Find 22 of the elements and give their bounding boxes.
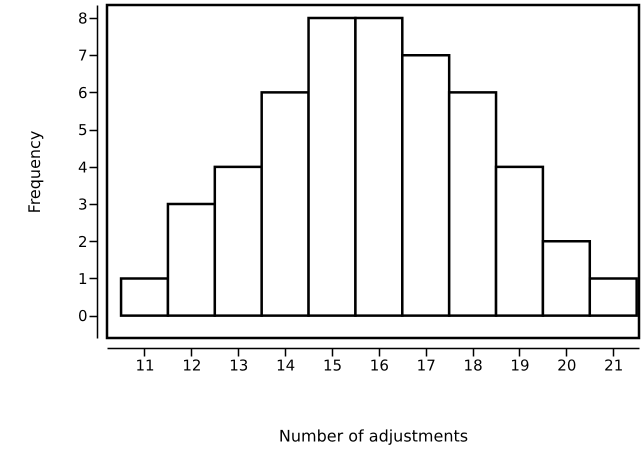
x-axis-title: Number of adjustments xyxy=(278,426,468,446)
x-tick-label: 19 xyxy=(510,356,530,374)
y-tick-label: 7 xyxy=(78,46,88,65)
x-tick-label: 11 xyxy=(135,356,155,374)
x-tick-label: 20 xyxy=(557,356,576,374)
x-tick-label: 14 xyxy=(276,356,296,374)
x-tick-label: 16 xyxy=(370,356,389,374)
x-tick-label: 15 xyxy=(322,356,342,374)
y-tick-label: 0 xyxy=(78,307,88,326)
x-tick-label: 21 xyxy=(604,356,624,374)
x-tick-label: 17 xyxy=(416,356,436,374)
y-tick-label: 2 xyxy=(78,232,88,251)
y-tick-label: 4 xyxy=(78,158,88,176)
y-axis-title: Frequency xyxy=(24,130,44,214)
y-tick-label: 1 xyxy=(78,270,88,288)
x-tick-label: 13 xyxy=(229,356,248,374)
x-tick-label: 18 xyxy=(464,356,483,374)
y-tick-label: 6 xyxy=(78,84,88,102)
y-tick-label: 3 xyxy=(78,196,88,214)
y-tick-label: 5 xyxy=(78,121,88,140)
y-tick-label: 8 xyxy=(78,10,88,28)
x-tick-label: 12 xyxy=(182,356,202,374)
